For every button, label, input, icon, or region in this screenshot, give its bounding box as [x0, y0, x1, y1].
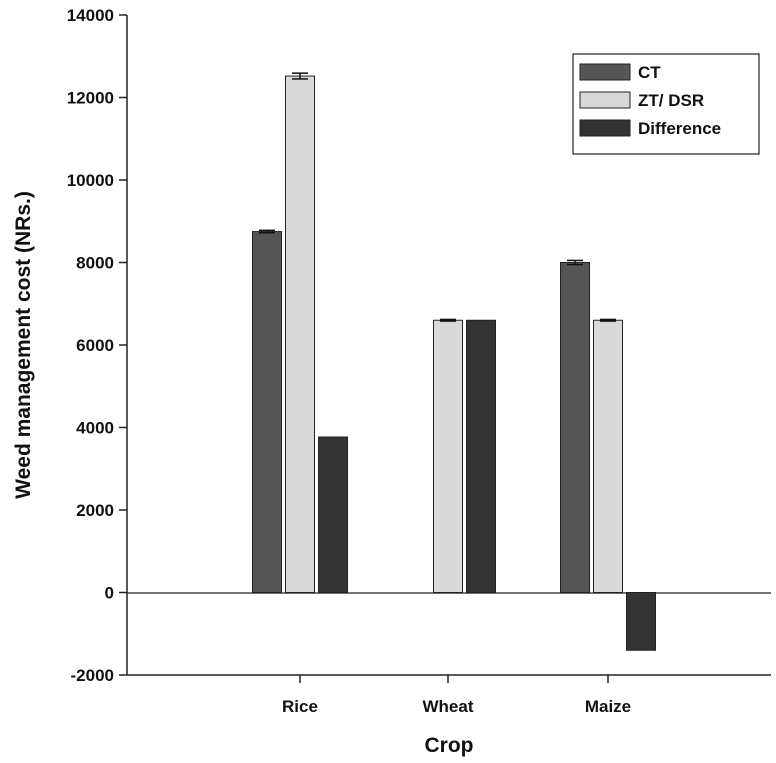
bar-series-group	[252, 72, 656, 651]
legend-label-ct: CT	[638, 63, 661, 82]
y-tick-label: 8000	[76, 254, 114, 273]
y-axis-title: Weed management cost (NRs.)	[12, 191, 35, 499]
bar-zt-dsr-wheat	[433, 319, 463, 593]
bar-ct-rice	[252, 231, 282, 593]
x-tick-label: Rice	[282, 697, 318, 716]
legend-swatch-ct	[579, 63, 631, 81]
bar-ct-maize	[560, 262, 590, 593]
y-tick-label: 12000	[67, 89, 114, 108]
y-tick-label: 4000	[76, 419, 114, 438]
bar-difference-wheat	[466, 319, 496, 593]
bar-zt-dsr-maize	[593, 319, 623, 593]
bar-zt-dsr-rice	[285, 75, 315, 594]
y-tick-label: 14000	[67, 6, 114, 25]
y-tick-label: 2000	[76, 501, 114, 520]
y-tick-label: 0	[105, 584, 114, 603]
x-tick-label: Wheat	[423, 697, 474, 716]
legend-swatch-difference	[579, 119, 631, 137]
legend-label-zt-dsr: ZT/ DSR	[638, 91, 704, 110]
y-axis-ticks: -2000 0 2000 4000 6000 8000 10000 12000 14000	[67, 6, 127, 685]
legend-swatch-zt-dsr	[579, 91, 631, 109]
y-tick-label: -2000	[71, 666, 114, 685]
bar-difference-rice	[318, 436, 348, 593]
x-axis-ticks: Rice Wheat Maize	[282, 675, 631, 716]
y-tick-label: 10000	[67, 171, 114, 190]
y-tick-label: 6000	[76, 336, 114, 355]
x-axis-title: Crop	[425, 734, 474, 757]
legend: CT ZT/ DSR Difference	[572, 53, 760, 155]
legend-label-difference: Difference	[638, 119, 721, 138]
bar-difference-maize	[626, 592, 656, 651]
x-tick-label: Maize	[585, 697, 631, 716]
